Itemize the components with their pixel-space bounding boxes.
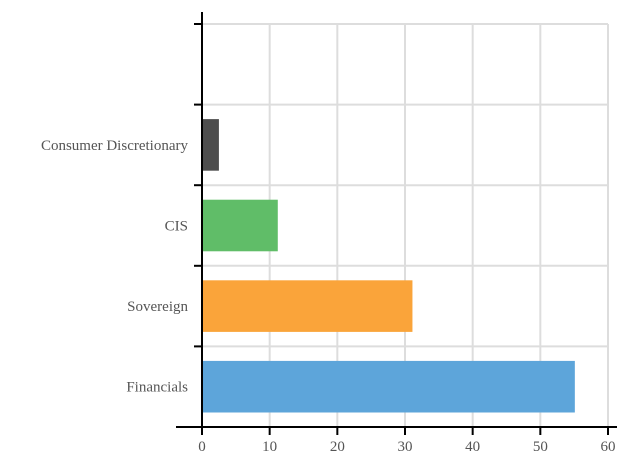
x-tick-label: 40 (465, 439, 480, 455)
y-category-label: Financials (126, 380, 188, 396)
labels: 0 10 20 30 40 50 60 Financials Sovereign CIS Consu… (41, 138, 616, 455)
y-category-label: CIS (165, 219, 188, 235)
bars (202, 119, 575, 413)
x-tick-label: 30 (398, 439, 413, 455)
x-tick-label: 20 (330, 439, 345, 455)
x-tick-label: 60 (601, 439, 616, 455)
y-category-label: Sovereign (127, 299, 188, 315)
bar-cis (202, 199, 278, 252)
axes (176, 12, 617, 435)
y-category-label: Consumer Discretionary (41, 138, 189, 154)
bar-consumer-discretionary (202, 119, 219, 171)
x-tick-label: 0 (198, 439, 206, 455)
x-tick-label: 50 (533, 439, 548, 455)
bar-financials (202, 360, 575, 413)
bar-sovereign (202, 280, 413, 332)
x-tick-label: 10 (262, 439, 277, 455)
grid (202, 23, 609, 427)
